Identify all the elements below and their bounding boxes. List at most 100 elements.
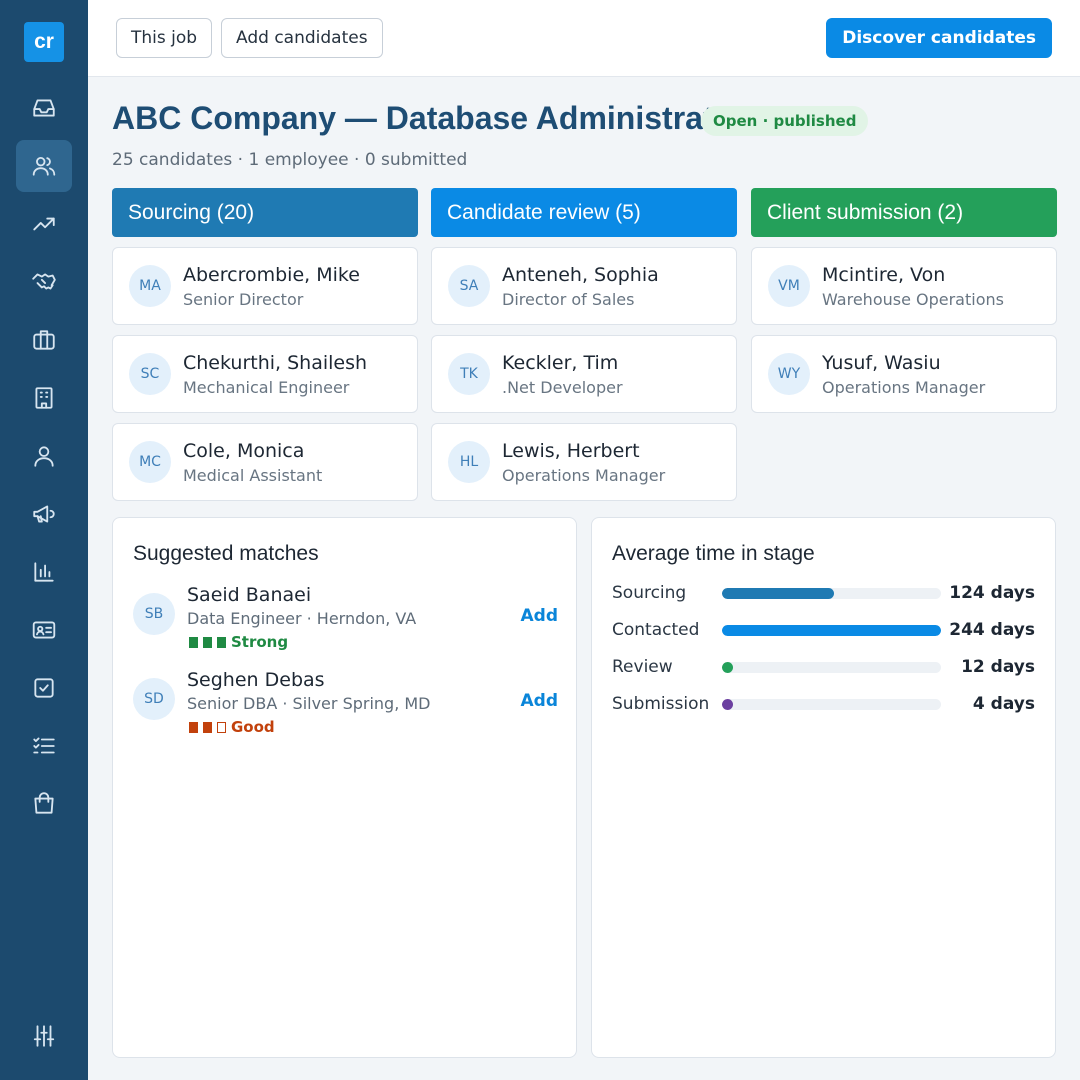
top-bar: This job Add candidates Discover candida…: [88, 0, 1080, 77]
stage-label: Contacted: [612, 620, 700, 640]
sidebar-item-user[interactable]: [16, 430, 72, 482]
avatar: TK: [448, 353, 490, 395]
match-strength: Good: [189, 718, 275, 736]
candidate-role: Operations Manager: [502, 466, 666, 485]
column-header[interactable]: Client submission (2): [751, 188, 1057, 237]
column-header[interactable]: Candidate review (5): [431, 188, 737, 237]
users-icon: [32, 156, 56, 176]
candidate-card[interactable]: SA Anteneh, Sophia Director of Sales: [431, 247, 737, 325]
avatar: WY: [768, 353, 810, 395]
stage-bar-fill: [722, 699, 733, 710]
strength-square: [217, 721, 226, 733]
stage-row: Submission 4 days: [612, 692, 1035, 716]
strength-square: [203, 721, 212, 733]
stage-time-panel: Average time in stage Sourcing 124 days Co…: [591, 517, 1056, 1058]
add-match-button[interactable]: Add: [520, 606, 559, 626]
sidebar-item-inbox[interactable]: [16, 82, 72, 134]
candidate-name: Abercrombie, Mike: [183, 264, 360, 286]
suggested-matches-panel: Suggested matches SB Saeid Banaei Data Eng…: [112, 517, 577, 1058]
strength-square: [217, 636, 226, 648]
candidate-role: Mechanical Engineer: [183, 378, 350, 397]
candidate-card[interactable]: TK Keckler, Tim .Net Developer: [431, 335, 737, 413]
candidate-name: Yusuf, Wasiu: [822, 352, 941, 374]
sidebar-item-building[interactable]: [16, 372, 72, 424]
candidate-card[interactable]: WY Yusuf, Wasiu Operations Manager: [751, 335, 1057, 413]
match-detail: Data Engineer · Herndon, VA: [187, 609, 417, 628]
sidebar-item-settings[interactable]: [16, 1010, 72, 1062]
stage-value: 12 days: [961, 657, 1035, 677]
job-summary: 25 candidates · 1 employee · 0 submitted: [112, 150, 468, 170]
stage-value: 244 days: [949, 620, 1035, 640]
stage-label: Sourcing: [612, 583, 687, 603]
sidebar-item-shopping-bag[interactable]: [16, 778, 72, 830]
pipeline-column: Sourcing (20) MA Abercrombie, Mike Senior D…: [112, 188, 418, 501]
match-item: SD Seghen Debas Senior DBA · Silver Spring…: [133, 669, 558, 739]
strength-label: Good: [231, 718, 275, 736]
strength-square: [189, 721, 198, 733]
sidebar: cr: [0, 0, 88, 1080]
candidate-name: Chekurthi, Shailesh: [183, 352, 368, 374]
candidate-name: Mcintire, Von: [822, 264, 946, 286]
add-candidates-button[interactable]: Add candidates: [221, 18, 383, 58]
candidate-role: Warehouse Operations: [822, 290, 1004, 309]
candidate-role: Director of Sales: [502, 290, 635, 309]
handshake-icon: [32, 273, 56, 290]
stage-value: 4 days: [972, 694, 1035, 714]
add-match-button[interactable]: Add: [520, 691, 559, 711]
stage-value: 124 days: [949, 583, 1035, 603]
discover-candidates-button[interactable]: Discover candidates: [826, 18, 1052, 58]
stage-bar-track: [722, 625, 941, 636]
sidebar-item-bar-chart[interactable]: [16, 546, 72, 598]
avatar: MA: [129, 265, 171, 307]
candidate-card[interactable]: SC Chekurthi, Shailesh Mechanical Engineer: [112, 335, 418, 413]
candidate-role: Medical Assistant: [183, 466, 323, 485]
stage-bar-track: [722, 699, 941, 710]
panel-title: Average time in stage: [612, 542, 815, 565]
sidebar-item-trending-up[interactable]: [16, 198, 72, 250]
user-icon: [34, 446, 54, 467]
candidate-card[interactable]: MA Abercrombie, Mike Senior Director: [112, 247, 418, 325]
sidebar-item-id-card[interactable]: [16, 604, 72, 656]
sidebar-item-checkbox[interactable]: [16, 662, 72, 714]
sidebar-item-megaphone[interactable]: [16, 488, 72, 540]
match-strength: Strong: [189, 633, 288, 651]
candidate-role: .Net Developer: [502, 378, 623, 397]
stage-bar-fill: [722, 662, 733, 673]
bar-chart-icon: [34, 562, 54, 582]
shopping-bag-icon: [34, 792, 54, 814]
candidate-role: Operations Manager: [822, 378, 986, 397]
avatar: SA: [448, 265, 490, 307]
avatar: SD: [133, 678, 175, 720]
column-header[interactable]: Sourcing (20): [112, 188, 418, 237]
stage-label: Submission: [612, 694, 710, 714]
inbox-icon: [33, 99, 55, 117]
avatar: SB: [133, 593, 175, 635]
sliders-icon: [33, 1025, 55, 1047]
strength-square: [189, 636, 198, 648]
avatar: MC: [129, 441, 171, 483]
stage-row: Review 12 days: [612, 655, 1035, 679]
status-badge: Open · published: [701, 106, 869, 136]
checkbox-icon: [34, 678, 54, 698]
sidebar-item-checklist[interactable]: [16, 720, 72, 772]
trending-up-icon: [33, 217, 55, 231]
sidebar-item-handshake[interactable]: [16, 256, 72, 308]
pipeline-column: Candidate review (5) SA Anteneh, Sophia Dir…: [431, 188, 737, 501]
candidate-name: Lewis, Herbert: [502, 440, 640, 462]
checklist-icon: [33, 737, 55, 754]
megaphone-icon: [33, 505, 55, 523]
sidebar-item-briefcase[interactable]: [16, 314, 72, 366]
candidate-card[interactable]: HL Lewis, Herbert Operations Manager: [431, 423, 737, 501]
candidate-role: Senior Director: [183, 290, 304, 309]
match-item: SB Saeid Banaei Data Engineer · Herndon, V…: [133, 584, 558, 654]
pipeline-column: Client submission (2) VM Mcintire, Von Ware…: [751, 188, 1057, 413]
panel-title: Suggested matches: [133, 542, 319, 565]
sidebar-item-users[interactable]: [16, 140, 72, 192]
strength-square: [203, 636, 212, 648]
candidate-card[interactable]: MC Cole, Monica Medical Assistant: [112, 423, 418, 501]
app-logo[interactable]: cr: [24, 22, 64, 62]
match-name: Seghen Debas: [187, 669, 325, 691]
stage-row: Sourcing 124 days: [612, 581, 1035, 605]
this-job-button[interactable]: This job: [116, 18, 213, 58]
candidate-card[interactable]: VM Mcintire, Von Warehouse Operations: [751, 247, 1057, 325]
